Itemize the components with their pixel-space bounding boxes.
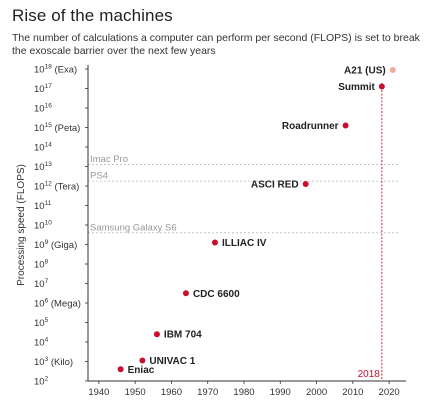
data-point <box>378 83 385 90</box>
data-point <box>182 290 189 297</box>
y-axis-label: Processing speed (FLOPS) <box>16 164 27 286</box>
reference-line-label: Imac Pro <box>90 154 128 165</box>
x-tick-label: 1960 <box>161 387 182 398</box>
x-tick-label: 2000 <box>306 387 327 398</box>
data-point-label: ASCI RED <box>251 180 299 191</box>
year-marker: 2018 <box>358 83 383 381</box>
x-tick-label: 2010 <box>342 387 363 398</box>
data-point-label: ILLIAC IV <box>222 238 267 249</box>
data-point <box>302 181 309 188</box>
data-point-label: Roadrunner <box>282 121 339 132</box>
data-point-label: UNIVAC 1 <box>149 356 195 367</box>
y-tick-label: 1013 <box>34 161 52 173</box>
y-axis-ticks: 1018 (Exa) 1017 1016 1015 (Peta) 1014 1013 101… <box>34 64 88 388</box>
chart-subtitle: The number of calculations a computer ca… <box>12 32 420 57</box>
data-point <box>139 357 146 364</box>
y-tick-label: 104 <box>34 337 49 349</box>
y-tick-label: 1015 (Peta) <box>34 122 80 134</box>
y-tick-label: 105 <box>34 317 49 329</box>
x-axis-ticks: 1940 1950 1960 1970 1980 1990 2000 2010 2020 <box>88 381 400 398</box>
y-tick-label: 1014 <box>34 142 52 154</box>
data-point <box>153 331 160 338</box>
x-tick-label: 2020 <box>379 387 400 398</box>
y-tick-label: 1018 (Exa) <box>34 64 77 76</box>
y-tick-label: 108 <box>34 259 49 271</box>
y-tick-label: 1017 <box>34 83 52 95</box>
reference-line-label: PS4 <box>90 171 108 182</box>
y-tick-label: 1012 (Tera) <box>34 181 79 193</box>
data-point <box>211 239 218 246</box>
y-tick-label: 1011 <box>34 200 52 212</box>
y-tick-label: 107 <box>34 278 49 290</box>
data-point <box>342 122 349 129</box>
x-tick-label: 1950 <box>125 387 146 398</box>
x-tick-label: 1940 <box>88 387 109 398</box>
reference-lines: Imac Pro PS4 Samsung Galaxy S6 <box>88 154 400 233</box>
x-tick-label: 1970 <box>197 387 218 398</box>
data-point <box>117 366 124 373</box>
x-tick-label: 1980 <box>233 387 254 398</box>
y-tick-label: 1016 <box>34 103 52 115</box>
data-point-label: A21 (US) <box>344 65 386 76</box>
x-tick-label: 1990 <box>270 387 291 398</box>
chart-title: Rise of the machines <box>12 6 173 25</box>
data-point-label: IBM 704 <box>164 330 202 341</box>
y-tick-label: 1010 <box>34 220 52 232</box>
data-point-label: CDC 6600 <box>193 289 240 300</box>
year-marker-label: 2018 <box>358 369 381 380</box>
y-tick-label: 109 (Giga) <box>34 239 77 251</box>
y-tick-label: 106 (Mega) <box>34 298 81 310</box>
y-tick-label: 103 (Kilo) <box>34 356 73 368</box>
data-point-label: Summit <box>338 82 375 93</box>
y-tick-label: 102 <box>34 376 49 388</box>
data-point <box>389 66 396 73</box>
data-point-label: Eniac <box>128 365 155 376</box>
reference-line-label: Samsung Galaxy S6 <box>90 222 177 233</box>
